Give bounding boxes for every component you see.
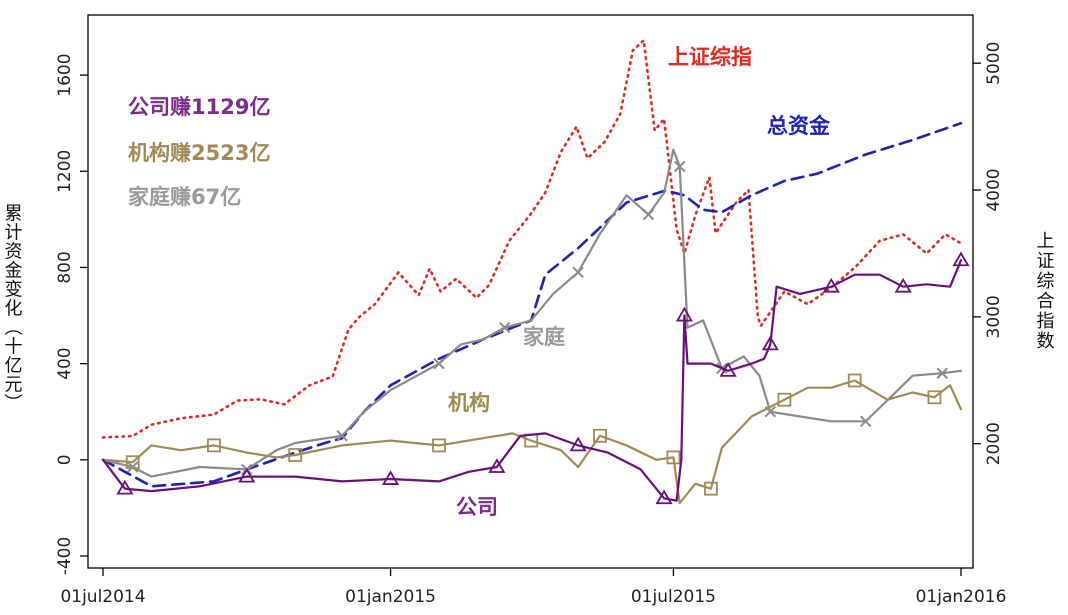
data-point-household bbox=[336, 430, 348, 442]
data-point-household bbox=[642, 208, 655, 221]
left-y-tick-label: 400 bbox=[55, 347, 75, 379]
data-point-institution bbox=[704, 481, 718, 496]
data-point-household bbox=[572, 266, 584, 278]
data-point-company bbox=[569, 436, 587, 452]
series-label-company: 公司 bbox=[456, 495, 498, 519]
right-y-tick-label: 5000 bbox=[984, 42, 1004, 85]
data-point-company bbox=[655, 489, 673, 505]
data-point-institution bbox=[593, 428, 607, 443]
x-tick-label: 01jan2016 bbox=[916, 587, 1007, 607]
data-point-institution bbox=[207, 438, 221, 453]
tick-group: 01jul2014 01jan2015 01jul2015 01jan2016 -400… bbox=[55, 42, 1006, 607]
data-point-household bbox=[673, 160, 686, 173]
data-point-household bbox=[859, 415, 872, 428]
data-point-company bbox=[488, 458, 506, 473]
data-point-company bbox=[238, 467, 256, 483]
data-point-institution bbox=[125, 455, 140, 470]
data-point-company bbox=[952, 251, 970, 267]
series-line-institution bbox=[101, 379, 963, 505]
data-point-company bbox=[761, 335, 779, 351]
data-point-company bbox=[719, 362, 737, 377]
data-point-institution bbox=[432, 438, 446, 453]
data-point-institution bbox=[927, 390, 942, 405]
x-tick-label: 01jul2014 bbox=[60, 587, 145, 607]
right-y-tick-label: 3000 bbox=[984, 295, 1004, 338]
data-point-household bbox=[498, 321, 511, 334]
series-label-institution: 机构 bbox=[448, 391, 490, 415]
left-y-tick-label: -400 bbox=[55, 537, 75, 576]
series-label-sse: 上证综指 bbox=[668, 45, 752, 69]
left-y-tick-label: 800 bbox=[55, 251, 75, 283]
series-line-household bbox=[101, 148, 963, 478]
right-y-tick-label: 2000 bbox=[984, 422, 1004, 465]
data-point-institution bbox=[666, 450, 681, 465]
summary-label-company: 公司赚1129亿 bbox=[128, 95, 270, 119]
x-tick-label: 01jul2015 bbox=[631, 587, 716, 607]
data-point-household bbox=[433, 357, 445, 370]
series-line-total-capital bbox=[101, 121, 963, 488]
data-point-company bbox=[822, 277, 840, 293]
data-point-institution bbox=[847, 373, 862, 388]
data-point-institution bbox=[288, 448, 303, 462]
plot-area-frame bbox=[87, 14, 974, 569]
data-point-institution bbox=[777, 392, 792, 407]
right-axis-title: 上证综合指数 bbox=[1034, 231, 1055, 351]
data-point-company bbox=[116, 479, 134, 495]
series-label-total: 总资金 bbox=[767, 114, 831, 138]
left-axis-title: 累计资金变化（十亿元） bbox=[2, 203, 23, 412]
x-tick-label: 01jan2015 bbox=[345, 587, 436, 607]
series-line-company bbox=[101, 259, 963, 502]
data-point-company bbox=[894, 277, 912, 293]
left-y-tick-label: 1200 bbox=[55, 150, 75, 193]
left-y-tick-label: 1600 bbox=[55, 53, 75, 96]
data-point-household bbox=[936, 367, 948, 379]
series-line-sse-index bbox=[101, 39, 963, 439]
series-group bbox=[101, 39, 970, 505]
summary-label-institution: 机构赚2523亿 bbox=[128, 141, 270, 165]
right-y-tick-label: 4000 bbox=[984, 168, 1004, 211]
data-point-company bbox=[675, 306, 693, 322]
summary-label-household: 家庭赚67亿 bbox=[128, 185, 241, 209]
data-point-company bbox=[381, 470, 400, 485]
series-label-household: 家庭 bbox=[523, 325, 565, 349]
data-point-household bbox=[126, 461, 139, 473]
left-y-tick-label: 0 bbox=[55, 454, 75, 465]
